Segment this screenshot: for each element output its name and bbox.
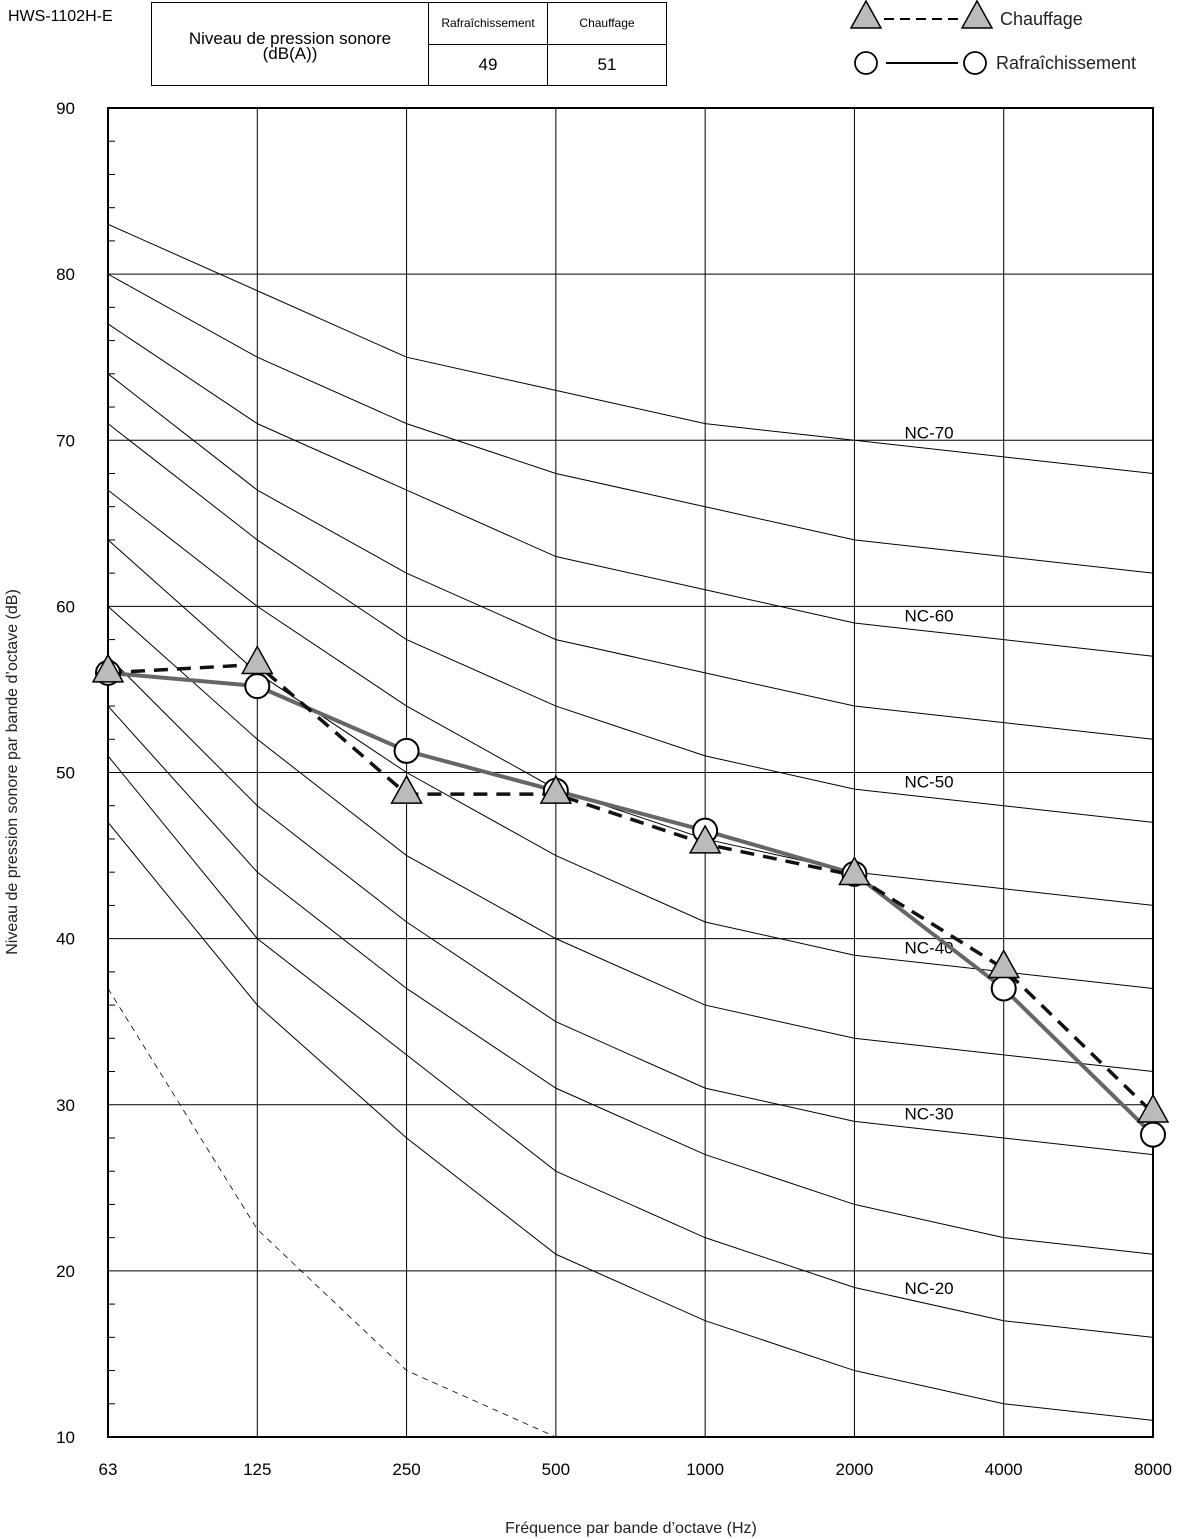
heating-point	[1136, 1093, 1170, 1123]
x-tick-label: 8000	[1134, 1460, 1172, 1479]
cooling-point	[393, 737, 420, 764]
nc-curve	[107, 755, 1154, 1338]
cooling-point	[1140, 1121, 1166, 1148]
heating-point	[91, 653, 125, 683]
threshold-curve	[107, 988, 557, 1438]
heating-point	[539, 774, 573, 804]
y-tick-label: 50	[56, 764, 75, 783]
y-tick-label: 30	[56, 1096, 75, 1115]
nc-curve	[107, 822, 1154, 1421]
nc-curve	[107, 606, 1154, 1073]
sound-level-title: Niveau de pression sonore	[188, 29, 392, 48]
y-tick-label: 40	[56, 930, 75, 949]
x-tick-label: 4000	[985, 1460, 1023, 1479]
nc-curve	[107, 655, 1154, 1156]
y-tick-label: 90	[56, 99, 75, 118]
nc-curve-label: NC-50	[905, 772, 954, 791]
cooling-point	[990, 975, 1017, 1002]
nc-curve	[107, 423, 1154, 823]
heating-point	[390, 774, 423, 804]
legend-heating-marker-right	[960, 0, 994, 29]
heating-header: Chauffage	[547, 2, 667, 45]
y-tick-label: 60	[56, 597, 75, 616]
x-tick-label: 2000	[836, 1460, 874, 1479]
heating-value: 51	[547, 43, 667, 86]
nc-curve-label: NC-70	[905, 424, 954, 443]
y-tick-label: 80	[56, 265, 75, 284]
nc-curve-label: NC-20	[905, 1279, 954, 1298]
model-label: HWS-1102H-E	[8, 8, 113, 25]
x-tick-label: 63	[99, 1460, 118, 1479]
cooling-point	[244, 673, 271, 700]
x-tick-label: 1000	[686, 1460, 724, 1479]
sound-level-table: Niveau de pression sonore (dB(A)) Rafraî…	[151, 2, 667, 86]
nc-curve-label: NC-60	[905, 606, 954, 625]
cooling-value: 49	[428, 43, 548, 86]
y-tick-label: 70	[56, 431, 75, 450]
nc-curve-label: NC-30	[905, 1105, 954, 1124]
legend-cooling-marker-right	[963, 51, 987, 75]
series-line-heating	[107, 662, 1155, 1115]
heating-point	[838, 855, 871, 886]
sound-level-unit: (dB(A))	[262, 44, 318, 63]
y-tick-label: 20	[56, 1262, 75, 1281]
x-tick-label: 500	[542, 1460, 570, 1479]
legend-heating-label: Chauffage	[1000, 9, 1083, 29]
y-tick-label: 10	[56, 1428, 75, 1447]
legend-cooling-marker-left	[854, 51, 878, 75]
nc-curve	[107, 539, 1154, 989]
x-tick-label: 125	[243, 1460, 271, 1479]
y-axis-title: Niveau de pression sonore par bande d’oc…	[4, 589, 21, 955]
nc-curve	[107, 273, 1154, 574]
nc-curve	[107, 223, 1154, 474]
nc-curve	[107, 489, 1154, 906]
heating-point	[241, 644, 274, 675]
series-line-cooling	[107, 670, 1155, 1137]
x-tick-label: 250	[392, 1460, 420, 1479]
nc-curve	[107, 373, 1154, 740]
heating-point	[987, 948, 1020, 979]
x-axis-title: Fréquence par bande d’octave (Hz)	[505, 1520, 757, 1537]
nc-curve-label: NC-40	[905, 939, 954, 958]
sound-level-title-cell: Niveau de pression sonore (dB(A))	[151, 2, 429, 86]
legend-cooling-label: Rafraîchissement	[996, 53, 1136, 73]
nc-curve	[107, 323, 1154, 657]
nc-curve	[107, 705, 1154, 1255]
heating-point	[688, 824, 722, 854]
legend-heating-marker-left	[849, 0, 883, 29]
